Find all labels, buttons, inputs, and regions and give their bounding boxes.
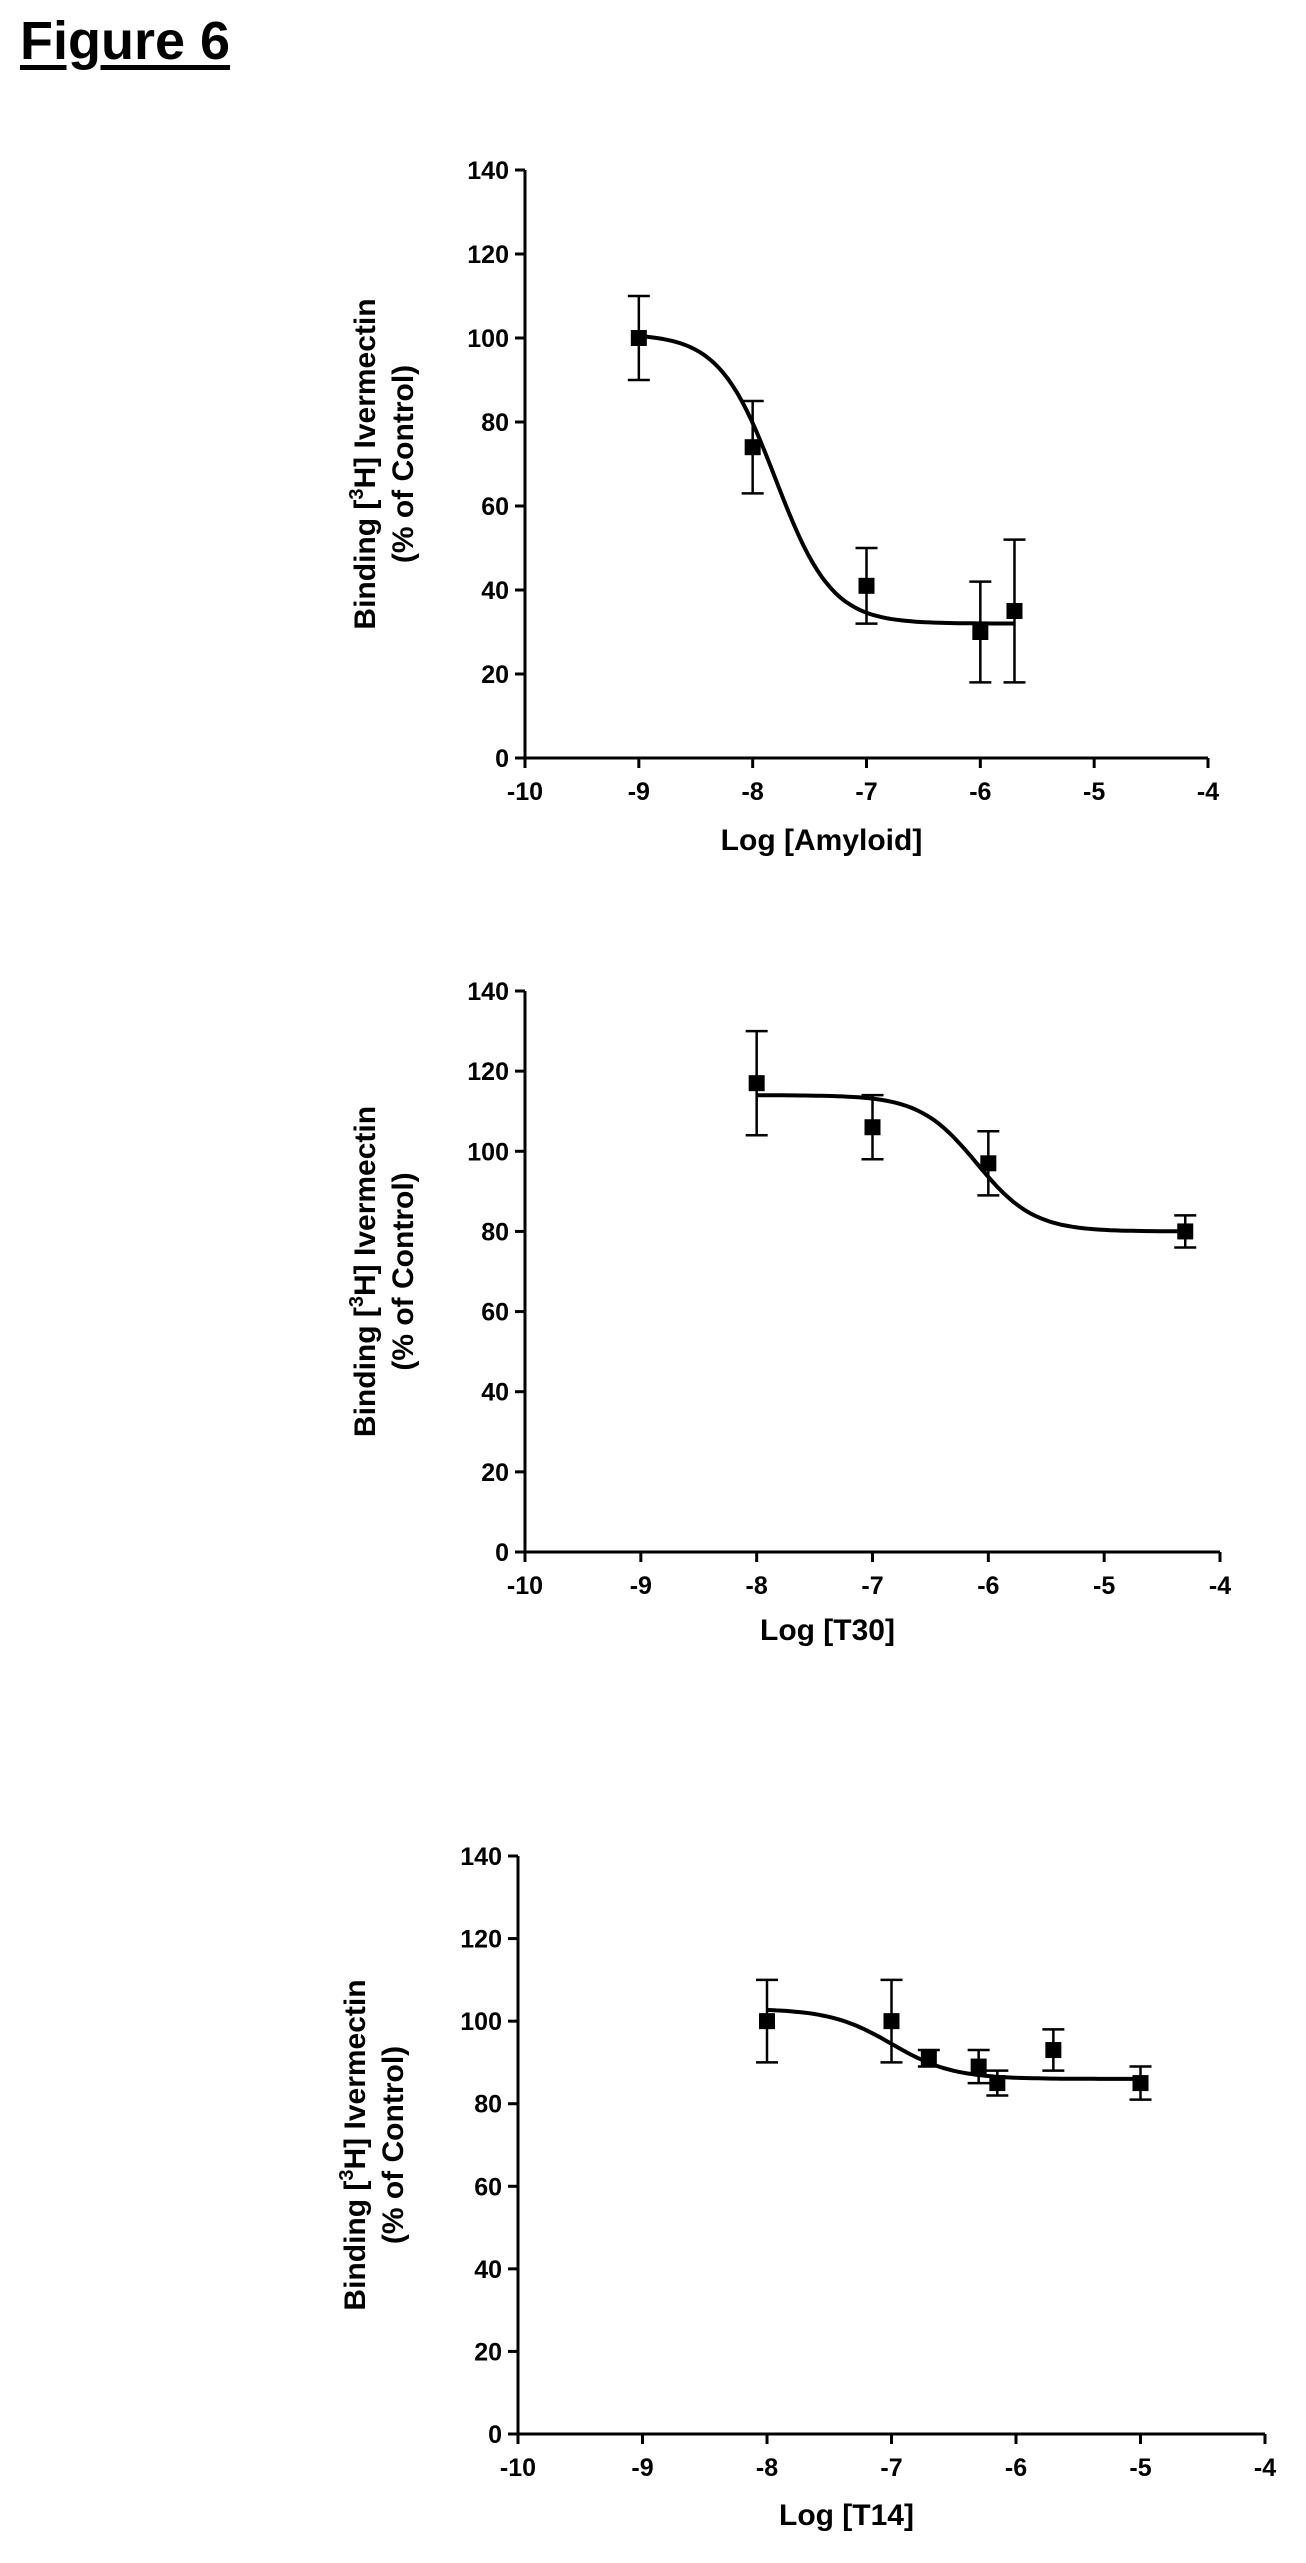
x-tick-label: -9	[628, 778, 650, 806]
y-axis-title-superscript: 3	[346, 1296, 368, 1307]
chart-t14: -10 -9 -8 -7 -6 -5 -4 0 20 40 60 80 100 120 140 Log [T1…	[336, 1843, 1276, 2532]
y-tick-label: 120	[467, 241, 509, 269]
x-tick-label: -6	[969, 778, 991, 806]
y-tick-label: 140	[467, 978, 509, 1006]
data-point	[920, 2050, 937, 2067]
x-tick-label: -5	[1129, 2454, 1151, 2482]
y-tick-label: 0	[488, 2421, 502, 2449]
data-point	[1045, 2042, 1062, 2059]
y-tick-label: 0	[495, 1539, 509, 1567]
y-tick-label: 40	[474, 2256, 502, 2284]
data-point	[980, 1155, 997, 1172]
x-tick-label: -8	[746, 1572, 768, 1600]
y-axis-title-line1: Binding [3H] Ivermectin	[336, 1979, 372, 2310]
y-axis-title-line1: Binding [3H] Ivermectin	[346, 1106, 382, 1437]
y-axis-title-part: Binding [	[339, 2181, 372, 2311]
y-tick-label: 60	[481, 493, 509, 521]
y-axis-title-line2: (% of Control)	[377, 2046, 410, 2244]
y-tick-label: 40	[481, 577, 509, 605]
fit-curve	[766, 2008, 1141, 2081]
y-axis-title: Binding [3H] Ivermectin (% of Control)	[346, 1106, 420, 1437]
y-axis-title-line2: (% of Control)	[387, 1172, 420, 1370]
x-tick-label: -5	[1093, 1572, 1115, 1600]
fit-curve	[638, 334, 1015, 626]
y-tick-label: 100	[467, 1138, 509, 1166]
y-tick-label: 100	[460, 2008, 502, 2036]
y-axis-title-line2: (% of Control)	[387, 365, 420, 563]
x-tick-label: -4	[1197, 778, 1219, 806]
y-tick-label: 60	[481, 1299, 509, 1327]
y-tick-label: 60	[474, 2173, 502, 2201]
y-tick-label: 100	[467, 325, 509, 353]
x-tick-label: -5	[1083, 778, 1105, 806]
y-tick-label: 80	[474, 2091, 502, 2119]
y-tick-label: 20	[481, 661, 509, 689]
y-axis-title-part: Binding [	[349, 1307, 382, 1437]
y-axis-title: Binding [3H] Ivermectin (% of Control)	[346, 298, 420, 629]
x-axis-title: Log [T30]	[760, 1614, 895, 1647]
x-tick-label: -10	[507, 1572, 543, 1600]
y-axis-title-part: H] Ivermectin	[339, 1979, 372, 2169]
data-point	[864, 1119, 881, 1136]
data-point	[972, 624, 989, 640]
data-point	[630, 330, 647, 346]
y-axis-title-part: H] Ivermectin	[349, 298, 382, 488]
x-tick-label: -8	[756, 2454, 778, 2482]
y-tick-label: 20	[474, 2338, 502, 2366]
y-axis-title: Binding [3H] Ivermectin (% of Control)	[336, 1979, 410, 2310]
y-tick-label: 120	[460, 1926, 502, 1954]
y-axis-title-part: H] Ivermectin	[349, 1106, 382, 1296]
y-tick-label: 20	[481, 1459, 509, 1487]
x-tick-label: -10	[500, 2454, 536, 2482]
data-point	[1177, 1223, 1194, 1240]
x-tick-label: -10	[507, 778, 543, 806]
chart-t30: -10 -9 -8 -7 -6 -5 -4 0 20 40 60 80 100 120 140 Log [T3…	[346, 978, 1231, 1647]
x-tick-label: -6	[1005, 2454, 1027, 2482]
data-point	[744, 439, 761, 456]
x-tick-label: -9	[631, 2454, 653, 2482]
data-point	[858, 577, 875, 594]
x-tick-label: -9	[630, 1572, 652, 1600]
x-tick-label: -7	[880, 2454, 902, 2482]
data-point	[1132, 2075, 1149, 2092]
y-tick-label: 140	[467, 157, 509, 185]
y-axis-title-superscript: 3	[346, 488, 368, 499]
y-axis-title-line1: Binding [3H] Ivermectin	[346, 298, 382, 629]
data-point	[759, 2013, 775, 2030]
y-tick-label: 0	[495, 745, 509, 773]
x-tick-label: -4	[1209, 1572, 1231, 1600]
y-axis-title-superscript: 3	[336, 2169, 358, 2180]
x-tick-label: -8	[742, 778, 764, 806]
data-point	[989, 2075, 1006, 2092]
y-axis-title-part: Binding [	[349, 500, 382, 630]
y-tick-label: 80	[481, 1218, 509, 1246]
x-tick-label: -4	[1254, 2454, 1276, 2482]
fit-curve	[756, 1093, 1186, 1234]
figure-title: Figure 6	[20, 11, 231, 71]
y-tick-label: 80	[481, 409, 509, 437]
x-axis-title: Log [T14]	[779, 2499, 914, 2532]
data-point	[1006, 603, 1023, 619]
x-tick-label: -7	[861, 1572, 883, 1600]
data-point	[883, 2013, 900, 2030]
x-axis-title: Log [Amyloid]	[721, 824, 923, 857]
x-tick-label: -7	[855, 778, 877, 806]
data-point	[748, 1075, 765, 1092]
x-tick-label: -6	[977, 1572, 999, 1600]
y-tick-label: 140	[460, 1843, 502, 1871]
data-point	[970, 2058, 987, 2075]
y-tick-label: 120	[467, 1058, 509, 1086]
y-tick-label: 40	[481, 1379, 509, 1407]
chart-amyloid: -10 -9 -8 -7 -6 -5 -4 0 20 40 60 80 100 120 140 Log [Am…	[346, 157, 1219, 857]
